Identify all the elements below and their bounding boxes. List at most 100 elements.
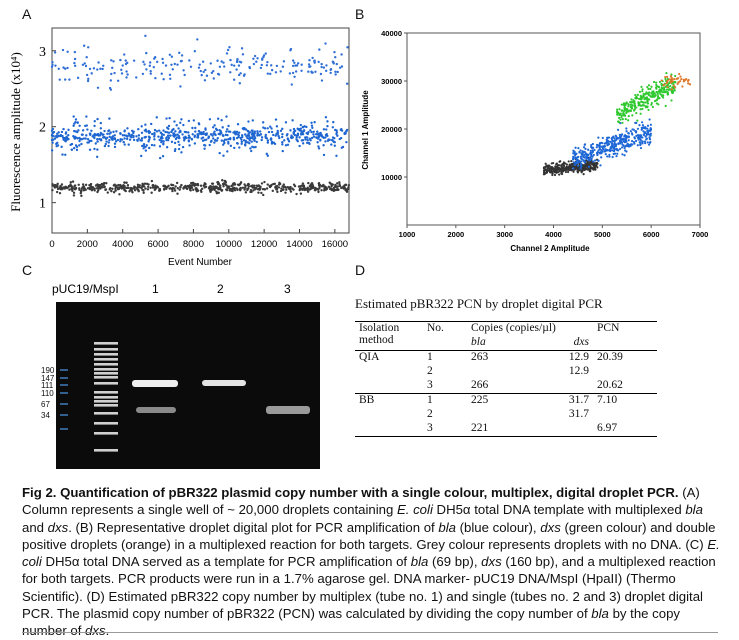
panel-a-point: [347, 183, 351, 187]
panel-a-point: [81, 133, 84, 136]
panel-b-point: [608, 153, 611, 156]
panel-a-point: [272, 133, 275, 137]
panel-a-point: [168, 73, 172, 77]
panel-a-point: [51, 63, 54, 67]
panel-a-point: [310, 136, 314, 140]
method-cell: QIA: [355, 350, 423, 365]
panel-a-point: [306, 132, 310, 136]
panel-a-point: [62, 127, 65, 131]
panel-a-point: [253, 137, 257, 140]
panel-a-point: [177, 127, 180, 130]
panel-a-point: [298, 136, 301, 139]
panel-b-point: [573, 163, 576, 167]
panel-a-point: [108, 135, 111, 138]
panel-a-point: [108, 86, 112, 90]
panel-a-point: [226, 48, 230, 52]
panel-a-series-0: [50, 34, 349, 91]
panel-a-point: [145, 182, 149, 186]
panel-a-point: [108, 132, 111, 135]
panel-a-point: [113, 142, 117, 145]
panel-a-point: [112, 130, 115, 134]
col-header-pcn: PCN: [593, 321, 657, 336]
gel-ladder-band: [94, 372, 118, 375]
panel-a-point: [115, 130, 118, 133]
panel-a-point: [322, 153, 326, 157]
gel-ladder-band: [94, 449, 118, 452]
panel-a-point: [176, 192, 179, 195]
panel-a-point: [113, 183, 116, 186]
panel-b-point: [644, 142, 647, 145]
panel-a-point: [269, 125, 272, 128]
panel-a-point: [253, 130, 257, 133]
panel-b-point: [687, 78, 690, 82]
panel-a-point: [329, 71, 332, 75]
panel-a-point: [72, 194, 76, 197]
panel-a-point: [85, 134, 88, 137]
panel-a-xtick-label: 8000: [183, 239, 204, 250]
panel-a-point: [93, 187, 96, 190]
panel-a-point: [72, 124, 75, 127]
panel-b-point: [637, 101, 640, 104]
panel-a-point: [86, 79, 90, 83]
panel-b-point: [544, 162, 547, 165]
panel-a-point: [94, 184, 98, 187]
panel-a-point: [187, 131, 190, 134]
panel-a-point: [270, 183, 273, 187]
panel-a-point: [203, 147, 206, 150]
panel-b-point: [576, 171, 580, 174]
panel-a-point: [308, 142, 311, 146]
panel-a-point: [153, 135, 156, 138]
panel-a-point: [318, 186, 321, 190]
panel-a-point: [165, 136, 168, 140]
panel-b-point: [597, 159, 600, 162]
panel-a-point: [316, 141, 319, 144]
panel-a-point: [67, 128, 70, 132]
panel-a-point: [51, 61, 54, 64]
panel-a-point: [227, 124, 230, 128]
panel-a-point: [282, 60, 286, 63]
panel-a-point: [293, 75, 296, 78]
panel-a-point: [96, 138, 99, 141]
panel-a-point: [207, 136, 210, 139]
panel-b-point: [607, 136, 611, 139]
panel-b-point: [645, 137, 648, 140]
panel-a-point: [320, 65, 323, 69]
panel-a-point: [171, 189, 174, 193]
panel-a-point: [342, 185, 346, 189]
panel-a-point: [335, 62, 338, 66]
pcn-cell: 20.62: [597, 379, 623, 391]
panel-a-letter: A: [22, 6, 32, 22]
no-cell: 1: [423, 350, 467, 365]
panel-a-point: [233, 181, 236, 185]
panel-a-point: [93, 136, 96, 140]
panel-a-point: [343, 131, 346, 135]
panel-a-point: [306, 186, 309, 190]
panel-b-point: [646, 127, 649, 130]
panel-b-point: [568, 167, 571, 170]
panel-b-point: [632, 99, 635, 102]
panel-a-point: [113, 145, 117, 149]
panel-b-point: [663, 83, 666, 86]
panel-a-point: [117, 183, 120, 187]
panel-b-point: [629, 103, 633, 106]
panel-a-point: [100, 185, 103, 189]
panel-a-point: [55, 132, 59, 135]
panel-a-point: [252, 62, 256, 66]
panel-b-point: [651, 90, 654, 93]
gel-lane-label-marker: pUC19/MspI: [52, 282, 119, 296]
panel-b-point: [687, 82, 690, 85]
panel-a-point: [336, 185, 340, 188]
panel-a-point: [118, 193, 121, 196]
panel-b-point: [553, 173, 557, 177]
panel-a-point: [251, 135, 254, 138]
panel-a-ytick-label: 2: [39, 121, 46, 136]
panel-b-point: [675, 77, 679, 80]
gel-ladder-band: [94, 422, 118, 425]
panel-a-point: [222, 61, 225, 64]
panel-b-point: [614, 139, 617, 142]
panel-b-point: [580, 152, 583, 155]
panel-a-point: [209, 140, 213, 143]
panel-b-point: [562, 164, 566, 168]
panel-a-point: [226, 133, 229, 137]
panel-a-point: [173, 62, 176, 66]
